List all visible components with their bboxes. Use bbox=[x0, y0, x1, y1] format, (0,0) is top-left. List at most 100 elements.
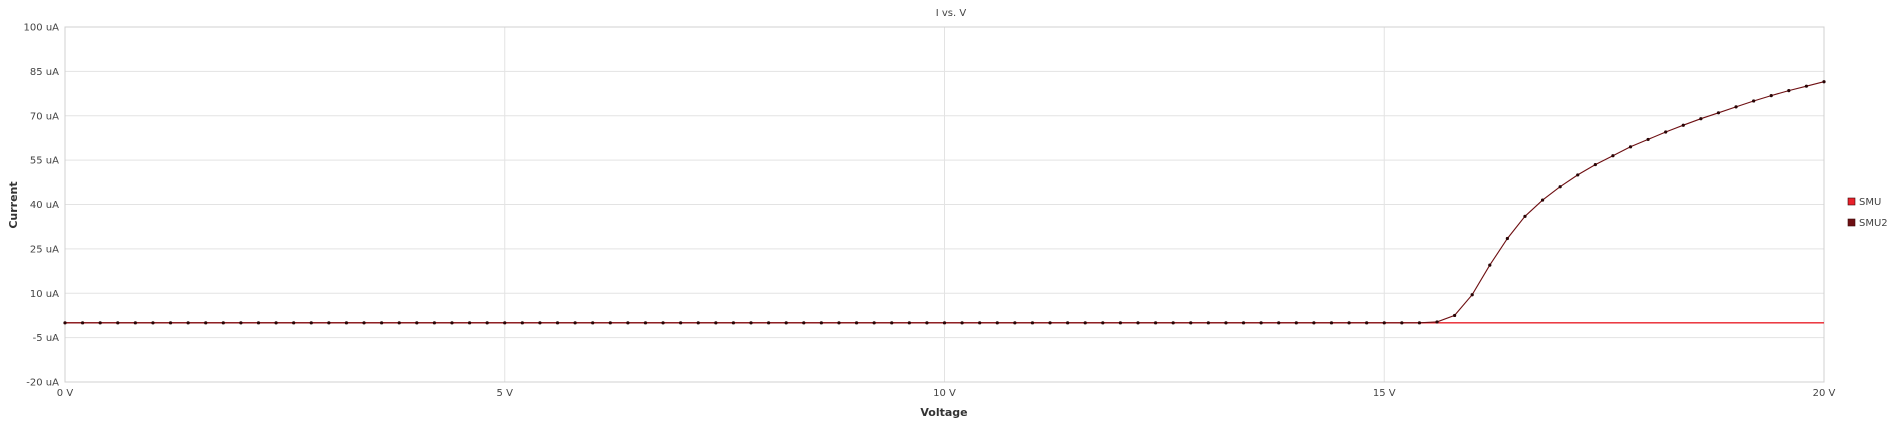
data-point bbox=[327, 321, 331, 325]
data-point bbox=[1224, 321, 1228, 325]
data-point bbox=[1101, 321, 1105, 325]
y-tick-label: 70 uA bbox=[30, 111, 59, 122]
data-point bbox=[1136, 321, 1140, 325]
data-point bbox=[538, 321, 542, 325]
legend-label: SMU bbox=[1859, 197, 1881, 208]
data-point bbox=[1206, 321, 1210, 325]
data-point bbox=[872, 321, 876, 325]
data-point bbox=[925, 321, 929, 325]
data-point bbox=[432, 321, 436, 325]
data-point bbox=[1277, 321, 1281, 325]
data-point bbox=[63, 321, 67, 325]
data-point bbox=[1523, 214, 1527, 218]
data-point bbox=[661, 321, 665, 325]
data-point bbox=[1417, 321, 1422, 325]
x-tick-label: 20 V bbox=[1813, 388, 1836, 399]
legend-swatch bbox=[1847, 197, 1856, 206]
data-point bbox=[1435, 320, 1439, 324]
data-point bbox=[168, 321, 173, 325]
data-point bbox=[1030, 321, 1035, 325]
data-point bbox=[1453, 313, 1457, 318]
data-point bbox=[1576, 173, 1580, 177]
data-point bbox=[1611, 154, 1615, 158]
data-point bbox=[1048, 321, 1052, 325]
data-point bbox=[1153, 321, 1158, 325]
data-point bbox=[1171, 321, 1175, 325]
y-tick-label: 10 uA bbox=[30, 289, 59, 300]
data-point bbox=[221, 321, 225, 325]
data-point bbox=[239, 321, 243, 325]
data-point bbox=[503, 321, 507, 325]
plot-area bbox=[64, 26, 1825, 383]
data-point bbox=[960, 321, 964, 325]
data-point bbox=[591, 321, 595, 325]
x-tick-labels: 0 V 5 V 10 V 15 V 20 V bbox=[57, 388, 1836, 399]
data-point bbox=[292, 321, 296, 325]
data-point bbox=[1013, 321, 1017, 325]
data-point bbox=[696, 321, 700, 325]
y-tick-label: 55 uA bbox=[30, 156, 59, 167]
data-point bbox=[274, 321, 278, 325]
data-point bbox=[1083, 321, 1087, 325]
data-point bbox=[890, 321, 894, 325]
data-point bbox=[1769, 94, 1773, 98]
data-point bbox=[995, 321, 999, 325]
data-point bbox=[1329, 321, 1334, 325]
data-point bbox=[1241, 321, 1246, 325]
data-point bbox=[1593, 162, 1597, 167]
legend[interactable]: SMU SMU2 bbox=[1847, 197, 1888, 229]
x-tick-label: 10 V bbox=[933, 388, 956, 399]
data-point bbox=[450, 321, 454, 325]
data-point bbox=[942, 321, 947, 325]
data-point bbox=[767, 321, 771, 325]
data-point bbox=[1734, 105, 1738, 109]
data-point bbox=[362, 321, 366, 325]
data-point bbox=[1628, 145, 1633, 149]
data-point bbox=[573, 321, 577, 325]
data-point bbox=[1752, 99, 1756, 103]
data-point bbox=[485, 321, 489, 325]
data-point bbox=[1664, 130, 1668, 134]
data-point bbox=[731, 321, 736, 325]
series-layer bbox=[63, 80, 1826, 325]
data-point bbox=[1312, 321, 1316, 325]
data-point bbox=[1470, 293, 1474, 297]
x-axis-label: Voltage bbox=[920, 406, 967, 419]
y-tick-label: 40 uA bbox=[30, 200, 59, 211]
data-point bbox=[397, 321, 401, 325]
data-point bbox=[608, 321, 612, 325]
data-point bbox=[1540, 198, 1545, 202]
series-smu2 bbox=[63, 80, 1826, 325]
data-point bbox=[1259, 321, 1263, 325]
data-point bbox=[837, 321, 841, 325]
data-point bbox=[80, 321, 85, 325]
y-tick-label: -20 uA bbox=[26, 378, 59, 389]
data-point bbox=[1558, 185, 1562, 189]
data-point bbox=[819, 321, 823, 325]
data-point bbox=[1400, 321, 1404, 325]
data-point bbox=[784, 321, 788, 325]
data-point bbox=[1699, 117, 1703, 121]
data-point bbox=[204, 321, 208, 325]
data-point bbox=[679, 321, 683, 325]
data-point bbox=[151, 321, 155, 325]
data-point bbox=[309, 321, 313, 325]
legend-item-smu[interactable]: SMU bbox=[1847, 197, 1881, 208]
y-tick-label: 85 uA bbox=[30, 67, 59, 78]
data-point bbox=[415, 321, 419, 325]
data-point bbox=[133, 321, 137, 325]
data-point bbox=[854, 321, 859, 325]
data-point bbox=[1822, 80, 1826, 84]
x-tick-label: 0 V bbox=[57, 388, 74, 399]
data-point bbox=[1189, 321, 1193, 325]
data-point bbox=[1488, 263, 1492, 267]
chart-title: I vs. V bbox=[936, 8, 967, 19]
data-point bbox=[1118, 321, 1122, 325]
data-point bbox=[467, 321, 472, 325]
data-point bbox=[1646, 137, 1650, 142]
data-point bbox=[1681, 123, 1685, 127]
legend-item-smu2[interactable]: SMU2 bbox=[1847, 218, 1888, 229]
y-tick-label: 25 uA bbox=[30, 244, 59, 255]
y-tick-label: -5 uA bbox=[33, 333, 59, 344]
